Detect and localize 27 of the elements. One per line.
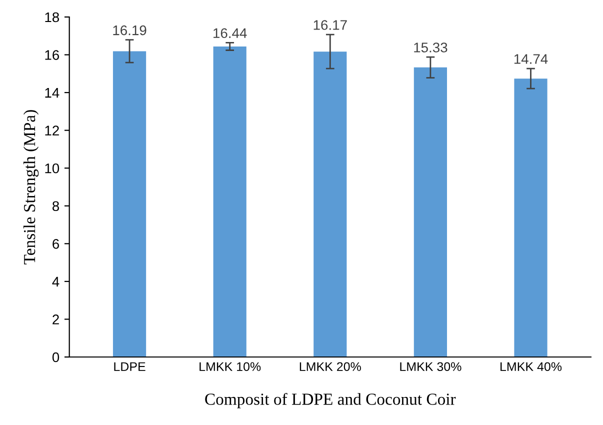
y-tick-label: 0 [52,352,60,362]
y-tick-label: 6 [52,239,60,249]
bar [314,52,347,357]
bar [414,67,447,357]
data-label: 16.17 [314,20,347,30]
y-tick-label: 10 [45,163,60,174]
x-tick-label: LMKK 40% [500,362,562,372]
x-tick-label: LMKK 10% [200,362,261,372]
y-tick-label: 8 [52,201,60,212]
y-tick-label: 12 [45,126,59,136]
y-axis-title: Tensile Strength (MPa) [23,110,39,264]
data-label: 14.74 [514,54,548,64]
x-tick-label: LDPE [114,362,146,371]
x-axis-title: Composit of LDPE and Coconut Coir [205,392,456,408]
x-tick-label: LMKK 20% [300,362,361,372]
y-tick-label: 4 [52,276,60,286]
y-tick-label: 18 [45,12,60,22]
data-label: 16.19 [113,25,146,36]
data-label: 16.44 [214,28,247,38]
x-tick-label: LMKK 30% [400,362,462,372]
bar [514,78,548,357]
y-tick-label: 2 [52,314,59,324]
bar [213,46,246,357]
data-label: 15.33 [414,42,448,52]
bar [112,51,146,357]
y-tick-label: 14 [45,88,60,98]
y-tick-label: 16 [45,50,60,60]
